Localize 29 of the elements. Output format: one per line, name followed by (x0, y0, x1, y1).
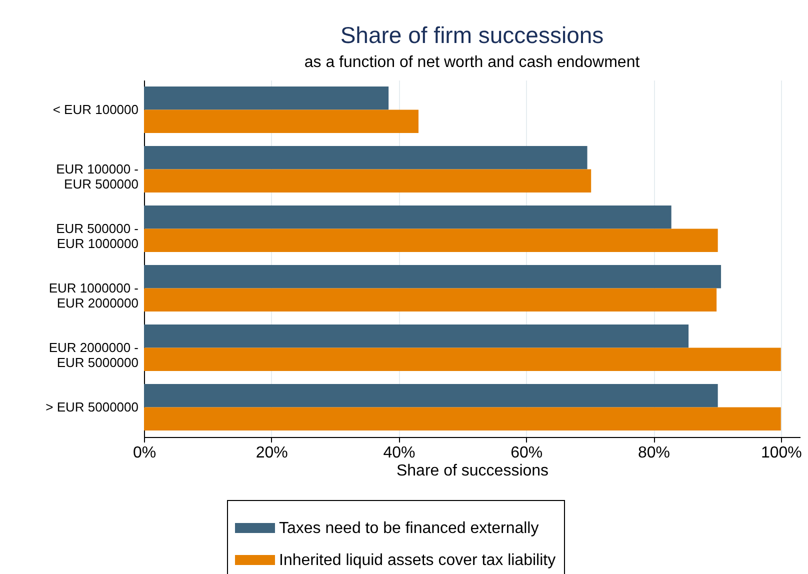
x-tick-label: 20% (256, 444, 288, 462)
x-tick-label: 60% (510, 444, 543, 462)
bar (144, 228, 718, 252)
y-tick-label: EUR 2000000 - EUR 5000000 (48, 340, 138, 370)
chart-subtitle: as a function of net worth and cash endowment (304, 54, 640, 71)
x-tick-label: 80% (638, 444, 670, 462)
y-tick-label: EUR 1000000 - EUR 2000000 (48, 280, 138, 310)
legend-label: Taxes need to be financed externally (279, 520, 539, 537)
legend-label: Inherited liquid assets cover tax liability (279, 552, 556, 569)
bar (144, 146, 588, 170)
y-tick-label: < EUR 100000 (52, 102, 138, 117)
y-tick-label: > EUR 5000000 (46, 399, 138, 414)
bar (144, 324, 689, 348)
y-tick-label: EUR 100000 - EUR 500000 (56, 161, 138, 192)
bar (144, 206, 672, 229)
x-tick-label: 40% (383, 444, 416, 462)
bar (144, 110, 418, 133)
bar (144, 288, 717, 312)
bar (144, 348, 781, 371)
bar (144, 86, 389, 110)
bar (144, 265, 722, 288)
chart-title: Share of firm successions (340, 22, 604, 48)
y-tick-label: EUR 500000 - EUR 1000000 (56, 220, 138, 251)
bar (144, 407, 781, 430)
bar (144, 169, 592, 192)
bar (144, 384, 718, 408)
x-tick-label: 0% (132, 444, 156, 462)
x-tick-label: 100% (760, 444, 802, 462)
x-axis-title: Share of successions (396, 462, 549, 480)
